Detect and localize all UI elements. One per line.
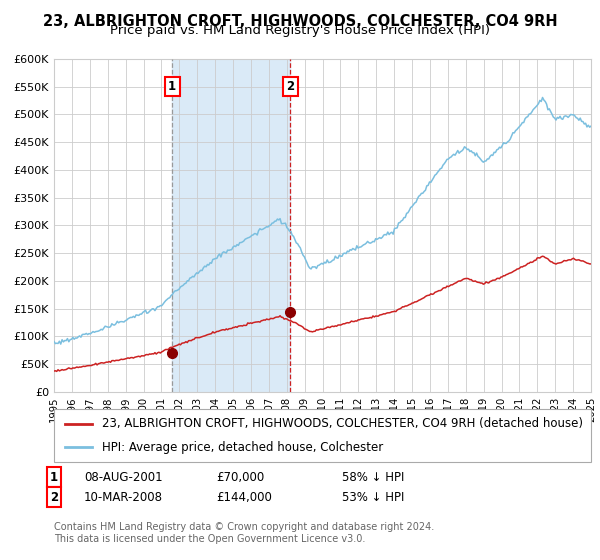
Text: 1: 1 [50,470,58,484]
Text: 2: 2 [286,80,295,93]
Bar [172,59,290,392]
Text: 23, ALBRIGHTON CROFT, HIGHWOODS, COLCHESTER, CO4 9RH: 23, ALBRIGHTON CROFT, HIGHWOODS, COLCHES… [43,14,557,29]
Text: Contains HM Land Registry data © Crown copyright and database right 2024.
This d: Contains HM Land Registry data © Crown c… [54,522,434,544]
Text: 10-MAR-2008: 10-MAR-2008 [84,491,163,504]
Text: £70,000: £70,000 [216,470,264,484]
Text: 58% ↓ HPI: 58% ↓ HPI [342,470,404,484]
FancyBboxPatch shape [54,409,591,462]
Text: HPI: Average price, detached house, Colchester: HPI: Average price, detached house, Colc… [103,441,383,454]
Text: Price paid vs. HM Land Registry's House Price Index (HPI): Price paid vs. HM Land Registry's House … [110,24,490,37]
Text: 1: 1 [168,80,176,93]
Text: 08-AUG-2001: 08-AUG-2001 [84,470,163,484]
Text: 2: 2 [50,491,58,504]
Text: 53% ↓ HPI: 53% ↓ HPI [342,491,404,504]
Text: 23, ALBRIGHTON CROFT, HIGHWOODS, COLCHESTER, CO4 9RH (detached house): 23, ALBRIGHTON CROFT, HIGHWOODS, COLCHES… [103,417,583,430]
Text: £144,000: £144,000 [216,491,272,504]
